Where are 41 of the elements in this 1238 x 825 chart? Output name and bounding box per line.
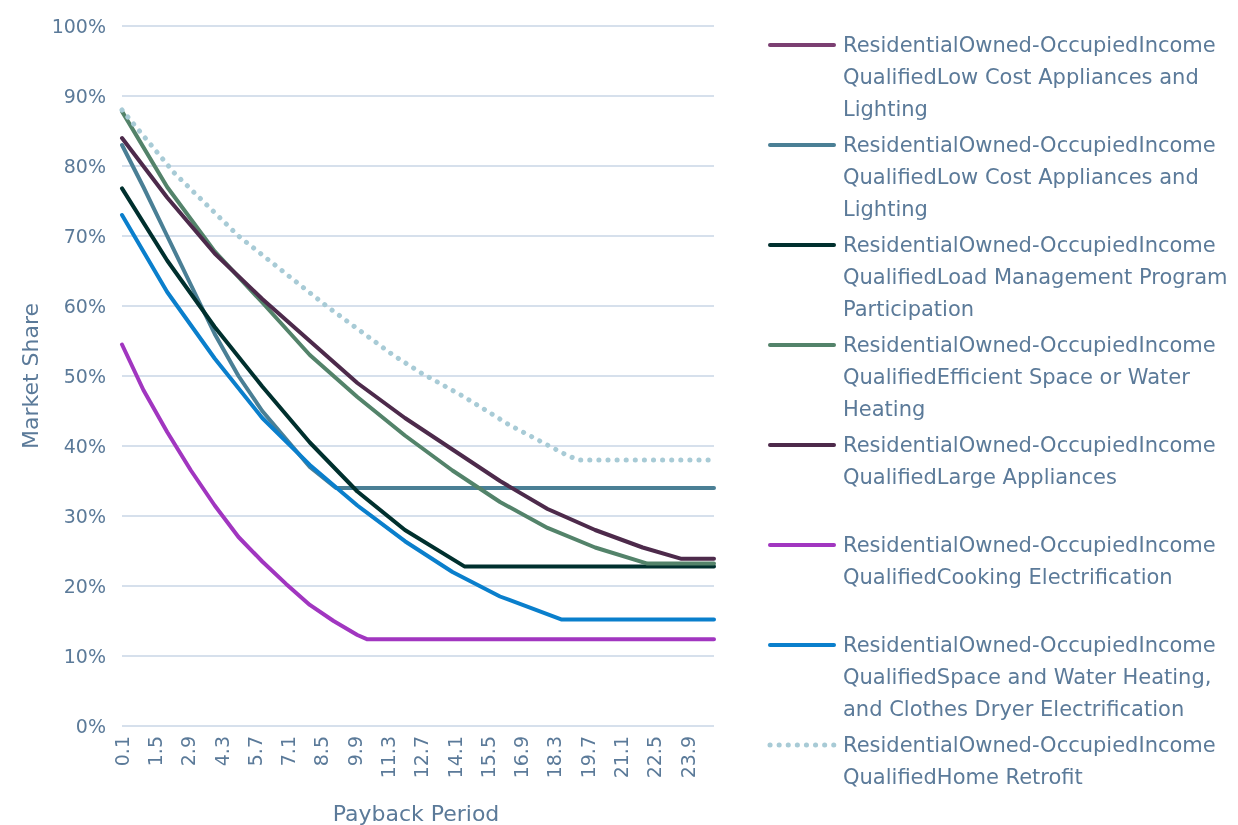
line-series bbox=[120, 213, 716, 622]
x-tick-label: 19.7 bbox=[576, 736, 599, 779]
y-tick-label: 60% bbox=[63, 294, 106, 317]
x-tick-label: 4.3 bbox=[210, 736, 233, 767]
y-tick-label: 40% bbox=[63, 434, 106, 457]
x-tick-label: 14.1 bbox=[443, 736, 466, 779]
x-tick-label: 22.5 bbox=[643, 736, 666, 779]
y-tick-label: 0% bbox=[75, 714, 106, 737]
y-axis-title: Market Share bbox=[18, 302, 43, 450]
x-tick-label: 16.9 bbox=[510, 736, 533, 779]
y-tick-label: 30% bbox=[63, 504, 106, 527]
x-tick-label: 23.9 bbox=[676, 736, 699, 779]
y-tick-label: 100% bbox=[51, 14, 106, 37]
x-tick-label: 5.7 bbox=[243, 736, 266, 767]
y-tick-label: 70% bbox=[63, 224, 106, 247]
legend-label: ResidentialOwned-OccupiedIncome QualifiedSpace and Water Heating, and Clothes Dryer Electrification bbox=[843, 633, 1216, 722]
legend-label: ResidentialOwned-OccupiedIncome QualifiedLarge Appliances bbox=[843, 433, 1216, 490]
line-series bbox=[120, 342, 716, 642]
y-tick-label: 50% bbox=[63, 364, 106, 387]
y-tick-label: 10% bbox=[63, 644, 106, 667]
x-tick-label: 15.5 bbox=[476, 736, 499, 779]
x-tick-label: 1.5 bbox=[143, 736, 166, 767]
x-tick-label: 21.1 bbox=[609, 736, 632, 779]
legend-label: ResidentialOwned-OccupiedIncome QualifiedHome Retrofit bbox=[843, 733, 1216, 790]
x-axis-title: Payback Period bbox=[332, 801, 500, 825]
x-tick-label: 0.1 bbox=[110, 736, 133, 767]
y-tick-label: 80% bbox=[63, 154, 106, 177]
x-tick-label: 18.3 bbox=[543, 736, 566, 779]
legend-label: ResidentialOwned-OccupiedIncome QualifiedLow Cost Appliances and Lighting bbox=[843, 133, 1216, 222]
legend-label: ResidentialOwned-OccupiedIncome QualifiedEfficient Space or Water Heating bbox=[843, 333, 1216, 422]
x-tick-label: 11.3 bbox=[376, 736, 399, 779]
x-tick-label: 7.1 bbox=[277, 736, 300, 767]
x-tick-label: 9.9 bbox=[343, 736, 366, 767]
y-tick-label: 90% bbox=[63, 84, 106, 107]
y-tick-label: 20% bbox=[63, 574, 106, 597]
x-tick-label: 12.7 bbox=[410, 736, 433, 779]
legend-label: ResidentialOwned-OccupiedIncome QualifiedLoad Management Program Participation bbox=[843, 233, 1228, 322]
legend-label: ResidentialOwned-OccupiedIncome QualifiedLow Cost Appliances and Lighting bbox=[843, 33, 1216, 122]
x-tick-label: 8.5 bbox=[310, 736, 333, 767]
x-tick-label: 2.9 bbox=[177, 736, 200, 767]
legend-label: ResidentialOwned-OccupiedIncome QualifiedCooking Electrification bbox=[843, 533, 1216, 590]
